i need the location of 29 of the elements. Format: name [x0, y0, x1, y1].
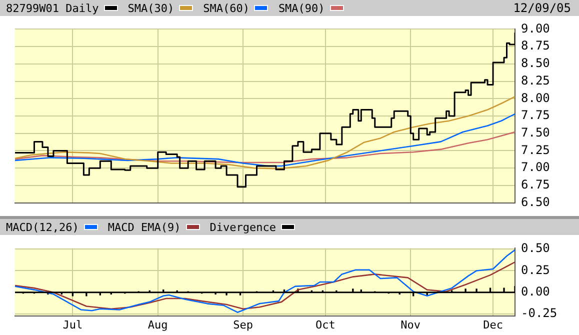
x-tick-label: Jul [62, 318, 83, 332]
y-tick-label: 8.00 [521, 90, 550, 105]
legend-label: 82799W01 Daily [6, 2, 99, 14]
y-tick-label: 0.25 [521, 262, 550, 277]
y-tick-label: 8.25 [521, 73, 550, 88]
y-tick-label: 7.50 [521, 125, 550, 140]
legend-label: SMA(60) [203, 2, 250, 14]
y-tick-label: 0.50 [521, 241, 550, 256]
y-tick-label: 8.75 [521, 38, 550, 53]
x-tick-label: Dec [483, 318, 503, 332]
x-tick-label: Nov [400, 318, 421, 332]
legend-label: SMA(90) [278, 2, 325, 14]
y-tick-label: 7.00 [521, 160, 550, 174]
y-tick-label: 6.75 [521, 178, 550, 192]
legend-label: MACD EMA(9) [108, 220, 181, 234]
y-tick-label: 0.00 [521, 284, 550, 299]
legend-label: SMA(30) [128, 2, 174, 14]
x-tick-label: Sep [233, 318, 253, 332]
y-tick-label: 8.50 [521, 56, 550, 70]
legend-label: MACD(12,26) [6, 220, 79, 234]
legend-label: Divergence [210, 220, 276, 234]
y-tick-label: -0.25 [521, 306, 558, 320]
x-tick-label: Aug [148, 318, 168, 332]
y-tick-label: 7.75 [521, 108, 550, 122]
y-tick-label: 9.00 [521, 21, 550, 36]
y-tick-label: 7.25 [521, 142, 550, 157]
x-tick-label: Oct [316, 318, 336, 332]
text: 12/09/05 [513, 1, 571, 15]
y-tick-label: 6.50 [521, 194, 550, 209]
